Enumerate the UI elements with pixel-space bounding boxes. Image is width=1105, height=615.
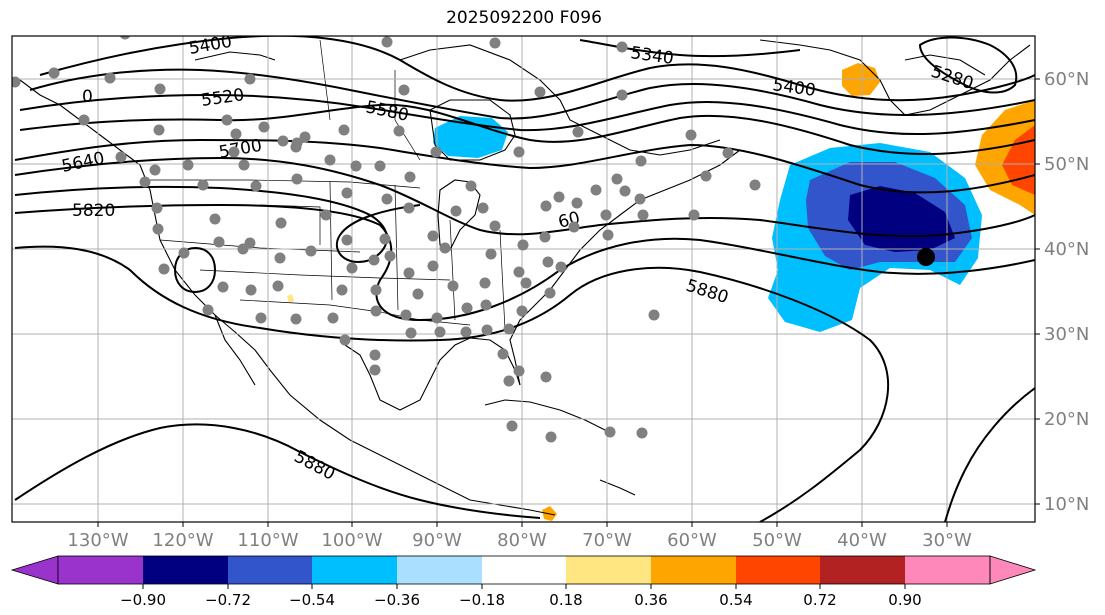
highlight-marker	[917, 248, 935, 266]
station-markers	[12, 36, 761, 443]
lat-label: 20°N	[1044, 409, 1089, 430]
contour-5640	[14, 138, 1035, 194]
lat-label: 60°N	[1044, 69, 1089, 90]
colorbar-bin	[820, 556, 905, 584]
map-frame	[11, 35, 1036, 523]
colorbar-bin	[566, 556, 651, 584]
colorbar-bin	[905, 556, 990, 584]
lon-axis	[97, 522, 948, 527]
lon-label: 120°W	[152, 530, 213, 551]
anomaly-yellow-small	[287, 294, 294, 303]
colorbar-tick-label: 0.72	[803, 591, 836, 609]
contour-5760	[14, 185, 421, 263]
colorbar-tick-label: 0.18	[549, 591, 582, 609]
lon-label: 110°W	[237, 530, 298, 551]
lon-label: 30°W	[922, 530, 972, 551]
lat-labels: 60°N 50°N 40°N 30°N 20°N 10°N	[1044, 69, 1089, 515]
contour-5880-east	[944, 387, 1035, 522]
lon-label: 130°W	[67, 530, 128, 551]
contour-5580	[19, 103, 1035, 156]
colorbar-tick-label: 0.90	[888, 591, 921, 609]
contour-5280	[918, 36, 1018, 94]
lat-label: 40°N	[1044, 239, 1089, 260]
lon-label: 70°W	[582, 530, 632, 551]
lon-labels: 130°W 120°W 110°W 100°W 90°W 80°W 70°W 6…	[67, 530, 972, 551]
colorbar-bin	[58, 556, 143, 584]
colorbar-tick-label: −0.18	[459, 591, 505, 609]
coastlines	[19, 39, 1031, 516]
lat-label: 10°N	[1044, 494, 1089, 515]
contour-5820	[14, 203, 1035, 322]
colorbar-max-extension	[989, 555, 1037, 585]
contour-label: 5820	[72, 201, 115, 221]
lat-label: 30°N	[1044, 324, 1089, 345]
lon-label: 90°W	[412, 530, 462, 551]
lat-axis	[1035, 78, 1040, 505]
map-title: 2025092200 F096	[446, 8, 602, 28]
colorbar-tick-label: 0.36	[634, 591, 667, 609]
colorbar-bin	[228, 556, 312, 584]
lon-label: 50°W	[752, 530, 802, 551]
colorbar: −0.90 −0.72 −0.54 −0.36 −0.18 0.18 0.36 …	[10, 555, 1037, 609]
contour-label: 0	[82, 87, 93, 107]
contour-5520	[19, 93, 1035, 136]
colorbar-bin	[651, 556, 736, 584]
lon-label: 60°W	[667, 530, 717, 551]
height-contours	[14, 36, 1035, 522]
colorbar-tick-label: −0.90	[120, 591, 166, 609]
lon-label: 100°W	[321, 530, 382, 551]
contour-5880	[14, 245, 890, 522]
political-borders	[150, 39, 506, 331]
colorbar-bin	[143, 556, 228, 584]
contour-5400	[39, 36, 1035, 102]
contour-5880-south	[14, 423, 541, 519]
contour-5340	[579, 39, 801, 58]
colorbar-bin	[736, 556, 820, 584]
colorbar-tick-label: 0.54	[719, 591, 752, 609]
colorbar-tick-label: −0.72	[205, 591, 251, 609]
contour-5700	[14, 156, 1035, 238]
colorbar-tick-label: −0.36	[374, 591, 420, 609]
contour-5460	[29, 68, 1035, 120]
lat-label: 50°N	[1044, 154, 1089, 175]
colorbar-bin	[397, 556, 482, 584]
colorbar-bin	[482, 556, 566, 584]
lon-label: 40°W	[837, 530, 887, 551]
contour-label: 5400	[187, 32, 233, 59]
colorbar-min-extension	[10, 555, 59, 585]
lon-label: 80°W	[497, 530, 547, 551]
colorbar-tick-label: −0.54	[289, 591, 335, 609]
colorbar-bin	[312, 556, 397, 584]
